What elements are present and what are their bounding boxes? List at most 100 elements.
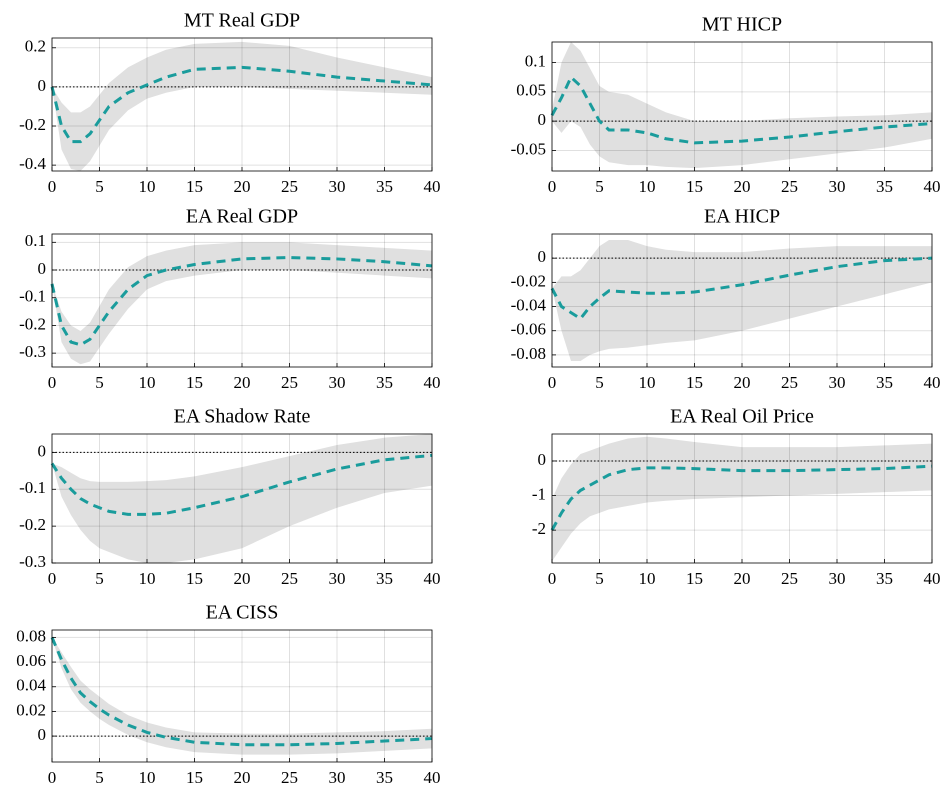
x-tick-label: 25 <box>781 177 798 196</box>
x-tick-label: 40 <box>424 569 441 588</box>
x-tick-label: 20 <box>234 373 251 392</box>
x-tick-label: 30 <box>829 373 846 392</box>
x-tick-label: 5 <box>95 569 104 588</box>
x-tick-label: 20 <box>734 569 751 588</box>
x-tick-label: 40 <box>924 569 941 588</box>
x-tick-label: 10 <box>139 373 156 392</box>
x-tick-label: 20 <box>234 177 251 196</box>
median-line <box>550 464 933 531</box>
x-tick-label: 10 <box>139 569 156 588</box>
y-tick-label: -0.2 <box>19 515 46 534</box>
x-tick-label: 25 <box>281 373 298 392</box>
x-tick-label: 5 <box>595 569 604 588</box>
x-tick-label: 35 <box>876 569 893 588</box>
x-tick-label: 20 <box>234 569 251 588</box>
y-tick-label: -0.08 <box>511 344 546 363</box>
x-tick-label: 10 <box>139 768 156 787</box>
x-tick-label: 0 <box>48 569 57 588</box>
median-line <box>50 636 433 747</box>
y-tick-label: 0.08 <box>16 626 46 645</box>
y-tick-label: -0.3 <box>19 342 46 361</box>
y-tick-label: -0.06 <box>511 320 546 339</box>
confidence-band <box>52 637 432 755</box>
x-tick-label: 10 <box>639 373 656 392</box>
y-tick-label: -0.2 <box>19 115 46 134</box>
x-tick-label: 35 <box>876 177 893 196</box>
chart-title: EA HICP <box>704 206 780 228</box>
x-tick-label: 25 <box>281 177 298 196</box>
x-tick-label: 15 <box>686 177 703 196</box>
confidence-band <box>552 42 932 169</box>
confidence-band <box>52 41 432 171</box>
x-tick-label: 35 <box>376 569 393 588</box>
x-tick-label: 0 <box>48 373 57 392</box>
y-tick-label: 0 <box>538 450 547 469</box>
x-tick-label: 15 <box>186 373 203 392</box>
x-tick-label: 5 <box>95 768 104 787</box>
x-tick-label: 20 <box>734 373 751 392</box>
y-tick-label: -2 <box>532 519 546 538</box>
x-tick-label: 30 <box>829 569 846 588</box>
confidence-band <box>552 240 932 361</box>
x-tick-label: 15 <box>186 768 203 787</box>
y-tick-label: 0.06 <box>16 651 46 670</box>
x-tick-label: 15 <box>686 569 703 588</box>
x-tick-label: 25 <box>281 569 298 588</box>
x-tick-label: 35 <box>376 768 393 787</box>
confidence-band <box>52 434 432 563</box>
x-tick-label: 0 <box>48 177 57 196</box>
y-tick-label: 0.02 <box>16 700 46 719</box>
y-tick-label: 0.04 <box>16 676 46 695</box>
y-tick-label: -0.05 <box>511 139 546 158</box>
x-tick-label: 40 <box>424 373 441 392</box>
confidence-band <box>52 242 432 365</box>
x-tick-label: 35 <box>376 177 393 196</box>
y-tick-label: -0.1 <box>19 478 46 497</box>
y-tick-label: 0 <box>538 110 547 129</box>
y-tick-label: 0 <box>38 259 47 278</box>
y-tick-label: -0.3 <box>19 552 46 571</box>
x-tick-label: 35 <box>376 373 393 392</box>
x-tick-label: 15 <box>186 569 203 588</box>
x-tick-label: 20 <box>734 177 751 196</box>
chart-title: EA Real Oil Price <box>670 406 814 428</box>
chart-title: MT HICP <box>702 14 782 36</box>
x-tick-label: 15 <box>186 177 203 196</box>
median-line <box>50 256 433 347</box>
x-tick-label: 30 <box>329 569 346 588</box>
x-tick-label: 30 <box>329 373 346 392</box>
chart-title: EA Real GDP <box>186 206 298 228</box>
y-tick-label: -0.04 <box>511 295 547 314</box>
x-tick-label: 15 <box>686 373 703 392</box>
y-tick-label: -1 <box>532 484 546 503</box>
y-tick-label: -0.1 <box>19 287 46 306</box>
x-tick-label: 10 <box>139 177 156 196</box>
chart-title: MT Real GDP <box>184 10 300 32</box>
y-tick-label: 0.1 <box>525 51 546 70</box>
x-tick-label: 10 <box>639 569 656 588</box>
median-line <box>50 453 433 516</box>
x-tick-label: 0 <box>548 373 557 392</box>
x-tick-label: 5 <box>95 177 104 196</box>
x-tick-label: 35 <box>876 373 893 392</box>
x-tick-label: 25 <box>281 768 298 787</box>
y-tick-label: 0 <box>538 247 547 266</box>
x-tick-label: 0 <box>548 569 557 588</box>
x-tick-label: 40 <box>924 177 941 196</box>
x-tick-label: 25 <box>781 373 798 392</box>
chart-title: EA CISS <box>206 602 279 624</box>
x-tick-label: 25 <box>781 569 798 588</box>
x-tick-label: 5 <box>595 177 604 196</box>
x-tick-label: 5 <box>95 373 104 392</box>
x-tick-label: 0 <box>48 768 57 787</box>
median-line <box>550 256 933 321</box>
y-tick-label: -0.4 <box>19 154 46 173</box>
x-tick-label: 40 <box>424 768 441 787</box>
y-tick-label: 0.1 <box>25 231 46 250</box>
x-tick-label: 30 <box>329 768 346 787</box>
y-tick-label: 0 <box>38 441 47 460</box>
x-tick-label: 5 <box>595 373 604 392</box>
y-tick-label: -0.02 <box>511 271 546 290</box>
median-line <box>550 74 933 145</box>
